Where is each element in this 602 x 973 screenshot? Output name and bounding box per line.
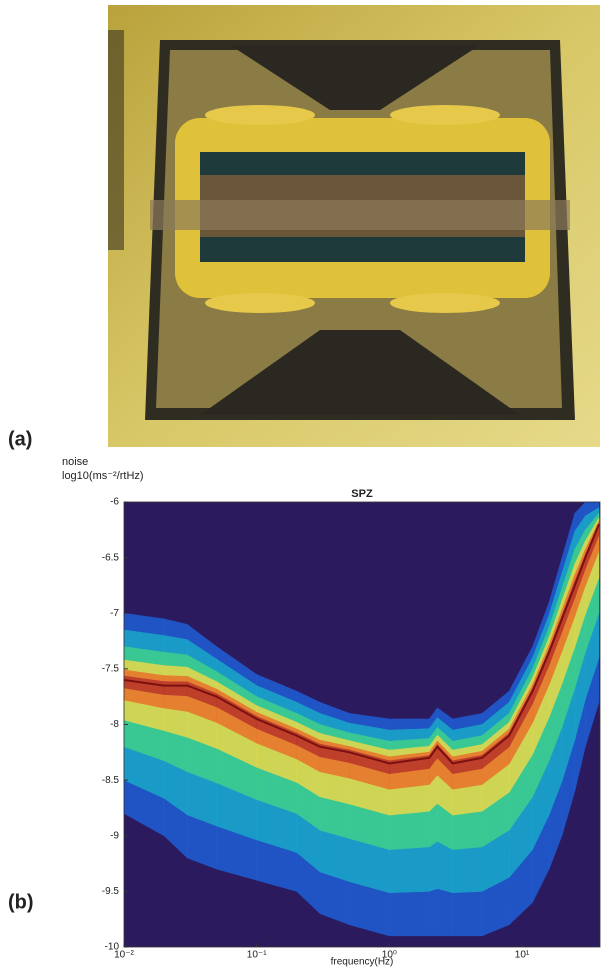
y-tick-label: -9.5: [102, 886, 120, 897]
x-tick-label: 10¹: [515, 950, 530, 961]
y-tick-label: -10: [105, 942, 120, 953]
x-axis-label: frequency(Hz): [331, 957, 394, 968]
y-tick-label: -6: [110, 497, 119, 508]
y-tick-label: -6.5: [102, 552, 120, 563]
panel-label: (b): [8, 891, 34, 913]
y-tick-label: -8: [110, 719, 119, 730]
glass-bar: [150, 200, 570, 230]
density-band: [163, 681, 188, 697]
photo-edge: [108, 30, 124, 250]
flexure: [390, 293, 500, 313]
y-axis-label: log10(ms⁻²/rtHz): [62, 470, 144, 482]
flexure: [205, 293, 315, 313]
panel-label: (a): [8, 428, 32, 450]
bottom-hinge: [200, 330, 520, 415]
flexure: [205, 105, 315, 125]
x-tick-label: 10⁰: [382, 950, 397, 961]
y-tick-label: -9: [110, 830, 119, 841]
x-tick-label: 10⁻²: [114, 950, 134, 961]
flexure: [390, 105, 500, 125]
y-tick-label: -8.5: [102, 775, 120, 786]
ridge-line: [123, 523, 600, 765]
y-axis-label: noise: [62, 456, 88, 468]
y-tick-label: -7: [110, 608, 119, 619]
chart-title: SPZ: [351, 488, 373, 500]
photo: [108, 5, 600, 447]
y-tick-label: -7.5: [102, 664, 120, 675]
top-hinge: [230, 45, 480, 110]
x-tick-label: 10⁻¹: [247, 950, 267, 961]
